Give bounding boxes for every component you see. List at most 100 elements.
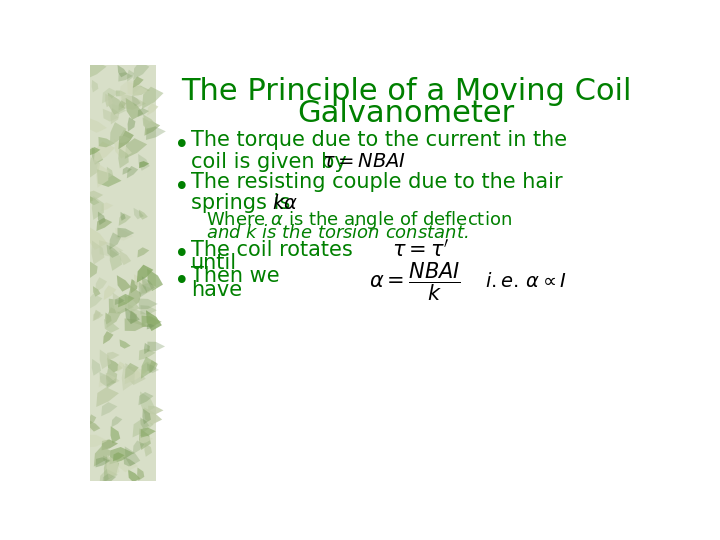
Polygon shape — [142, 87, 163, 109]
Polygon shape — [122, 167, 132, 175]
Polygon shape — [118, 72, 132, 82]
Polygon shape — [109, 299, 134, 314]
Polygon shape — [125, 366, 147, 384]
Polygon shape — [106, 368, 117, 389]
Polygon shape — [128, 286, 141, 310]
Polygon shape — [98, 212, 106, 225]
Polygon shape — [91, 240, 104, 265]
Polygon shape — [139, 299, 158, 309]
Polygon shape — [132, 418, 153, 437]
Polygon shape — [107, 455, 120, 479]
Polygon shape — [104, 285, 117, 300]
Polygon shape — [133, 77, 144, 88]
Polygon shape — [148, 103, 158, 116]
Polygon shape — [119, 213, 131, 226]
Polygon shape — [112, 416, 122, 427]
Polygon shape — [141, 286, 153, 293]
Polygon shape — [85, 435, 108, 448]
Polygon shape — [91, 80, 99, 92]
Polygon shape — [142, 276, 155, 292]
Polygon shape — [87, 424, 98, 430]
Polygon shape — [119, 100, 126, 111]
Polygon shape — [132, 95, 140, 106]
Text: $k\alpha$: $k\alpha$ — [272, 194, 298, 213]
Polygon shape — [104, 455, 119, 482]
Text: The resisting couple due to the hair: The resisting couple due to the hair — [191, 172, 562, 192]
Polygon shape — [140, 417, 149, 429]
Polygon shape — [87, 294, 102, 310]
Polygon shape — [110, 426, 120, 443]
Polygon shape — [143, 114, 157, 130]
Polygon shape — [138, 282, 147, 298]
Polygon shape — [127, 82, 148, 97]
Polygon shape — [93, 286, 101, 296]
Polygon shape — [108, 93, 125, 115]
Polygon shape — [128, 469, 140, 482]
Polygon shape — [109, 447, 134, 464]
Polygon shape — [117, 65, 127, 77]
Text: $\tau = \tau'$: $\tau = \tau'$ — [392, 239, 450, 261]
Text: Galvanometer: Galvanometer — [297, 99, 515, 128]
Polygon shape — [141, 357, 156, 379]
Polygon shape — [95, 277, 107, 293]
Polygon shape — [96, 387, 119, 407]
Polygon shape — [94, 446, 113, 467]
Polygon shape — [147, 268, 163, 291]
Polygon shape — [146, 310, 162, 331]
Polygon shape — [125, 447, 140, 467]
Text: •: • — [174, 175, 189, 201]
Polygon shape — [107, 167, 113, 178]
Polygon shape — [132, 86, 150, 96]
Polygon shape — [120, 340, 130, 349]
Polygon shape — [102, 202, 113, 211]
Polygon shape — [133, 62, 149, 80]
Polygon shape — [102, 440, 118, 450]
Polygon shape — [97, 169, 122, 187]
Polygon shape — [94, 310, 101, 321]
Polygon shape — [139, 210, 148, 220]
Polygon shape — [146, 126, 166, 140]
Polygon shape — [138, 108, 149, 117]
Polygon shape — [107, 245, 120, 258]
Polygon shape — [125, 363, 145, 385]
Polygon shape — [113, 293, 126, 313]
Polygon shape — [138, 247, 149, 258]
Polygon shape — [116, 91, 127, 97]
Polygon shape — [117, 275, 131, 292]
Polygon shape — [144, 408, 162, 424]
Polygon shape — [132, 441, 145, 454]
Polygon shape — [107, 358, 122, 373]
Polygon shape — [91, 147, 103, 165]
Polygon shape — [103, 331, 114, 344]
Polygon shape — [112, 104, 126, 114]
Polygon shape — [107, 352, 120, 360]
Polygon shape — [140, 435, 153, 444]
Text: •: • — [174, 242, 189, 268]
Polygon shape — [87, 226, 107, 250]
Polygon shape — [116, 451, 138, 472]
Polygon shape — [125, 295, 140, 313]
Polygon shape — [134, 208, 144, 219]
Polygon shape — [140, 305, 157, 314]
Polygon shape — [130, 279, 138, 293]
Polygon shape — [121, 93, 146, 110]
Polygon shape — [107, 307, 121, 328]
Polygon shape — [148, 342, 165, 352]
Polygon shape — [122, 365, 135, 391]
Polygon shape — [99, 137, 114, 147]
Polygon shape — [88, 118, 107, 133]
Polygon shape — [109, 232, 121, 249]
Polygon shape — [143, 117, 154, 130]
Polygon shape — [115, 298, 125, 305]
Polygon shape — [140, 428, 156, 438]
Polygon shape — [96, 457, 110, 468]
Polygon shape — [118, 148, 129, 168]
Text: coil is given by: coil is given by — [191, 152, 346, 172]
Polygon shape — [96, 218, 112, 231]
Polygon shape — [99, 349, 111, 369]
Polygon shape — [103, 456, 110, 462]
Polygon shape — [115, 228, 133, 241]
Text: •: • — [174, 133, 189, 159]
Polygon shape — [92, 196, 104, 220]
Polygon shape — [147, 363, 159, 373]
